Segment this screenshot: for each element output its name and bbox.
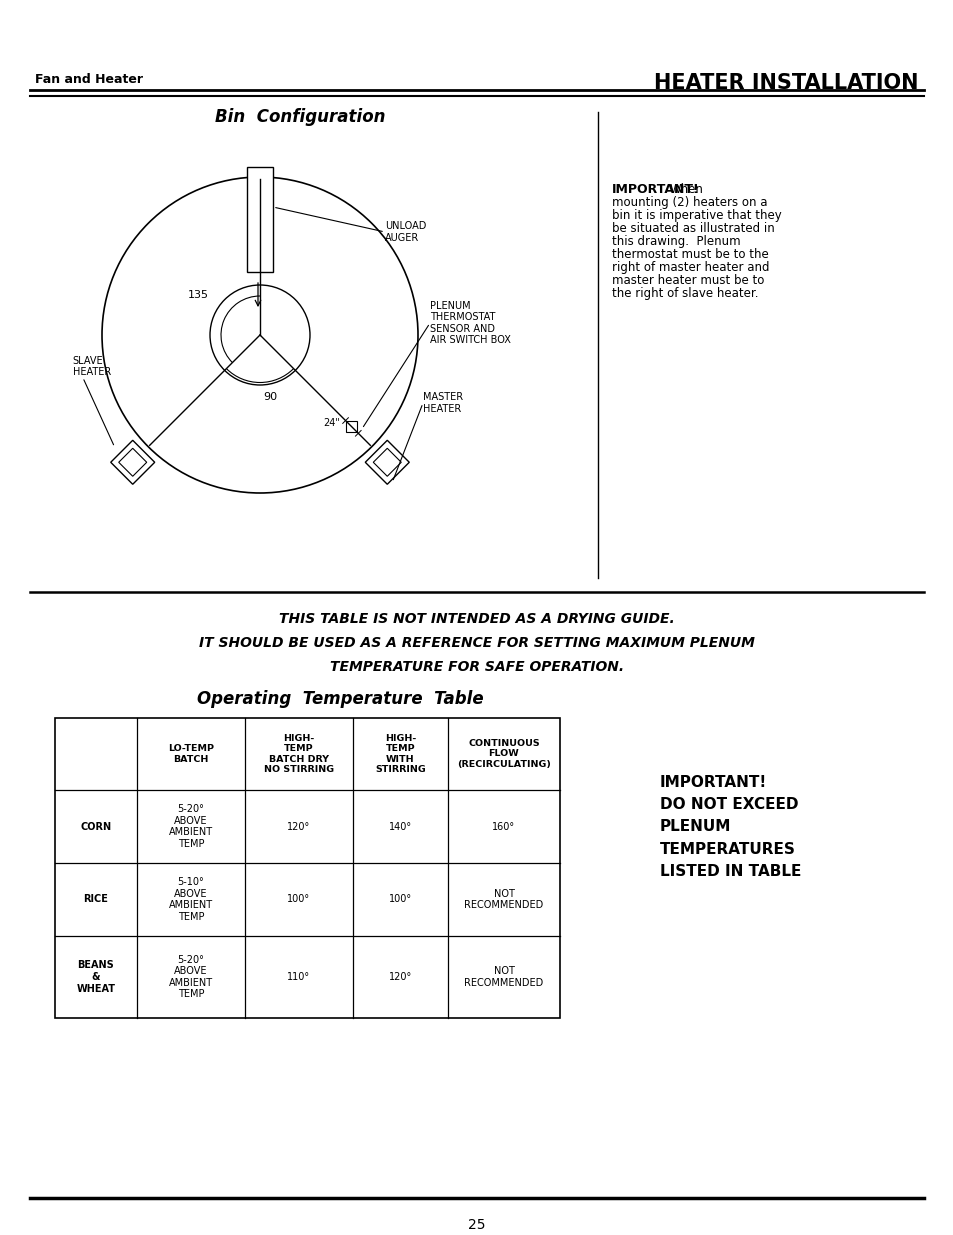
Text: IT SHOULD BE USED AS A REFERENCE FOR SETTING MAXIMUM PLENUM: IT SHOULD BE USED AS A REFERENCE FOR SET… — [199, 636, 754, 650]
Text: master heater must be to: master heater must be to — [612, 274, 763, 287]
Text: Bin  Configuration: Bin Configuration — [214, 107, 385, 126]
Text: 110°: 110° — [287, 972, 311, 982]
Text: HIGH-
TEMP
WITH
STIRRING: HIGH- TEMP WITH STIRRING — [375, 734, 425, 774]
Text: Operating  Temperature  Table: Operating Temperature Table — [196, 690, 483, 708]
Text: CONTINUOUS
FLOW
(RECIRCULATING): CONTINUOUS FLOW (RECIRCULATING) — [456, 739, 551, 769]
Text: BEANS
&
WHEAT: BEANS & WHEAT — [76, 961, 115, 994]
Text: 5-20°
ABOVE
AMBIENT
TEMP: 5-20° ABOVE AMBIENT TEMP — [169, 955, 213, 999]
Bar — [346, 421, 357, 432]
Text: 90: 90 — [263, 391, 276, 403]
Polygon shape — [373, 448, 401, 477]
Text: HEATER INSTALLATION: HEATER INSTALLATION — [654, 73, 918, 93]
Text: 25: 25 — [468, 1218, 485, 1233]
Text: 120°: 120° — [287, 821, 311, 831]
Bar — [247, 167, 273, 272]
Text: 24": 24" — [323, 417, 340, 427]
Text: 140°: 140° — [389, 821, 412, 831]
Polygon shape — [365, 441, 409, 484]
Text: right of master heater and: right of master heater and — [612, 261, 769, 274]
Text: MASTER
HEATER: MASTER HEATER — [422, 393, 462, 414]
Text: UNLOAD
AUGER: UNLOAD AUGER — [385, 221, 426, 243]
Text: TEMPERATURE FOR SAFE OPERATION.: TEMPERATURE FOR SAFE OPERATION. — [330, 659, 623, 674]
Text: HIGH-
TEMP
BATCH DRY
NO STIRRING: HIGH- TEMP BATCH DRY NO STIRRING — [264, 734, 334, 774]
Text: 135: 135 — [188, 290, 209, 300]
Text: 160°: 160° — [492, 821, 515, 831]
Text: be situated as illustrated in: be situated as illustrated in — [612, 222, 774, 235]
Text: the right of slave heater.: the right of slave heater. — [612, 287, 758, 300]
Polygon shape — [111, 441, 154, 484]
Text: RICE: RICE — [84, 894, 109, 904]
Text: IMPORTANT!: IMPORTANT! — [612, 183, 699, 196]
Text: 100°: 100° — [287, 894, 311, 904]
Text: IMPORTANT!
DO NOT EXCEED
PLENUM
TEMPERATURES
LISTED IN TABLE: IMPORTANT! DO NOT EXCEED PLENUM TEMPERAT… — [659, 776, 801, 879]
Text: SLAVE
HEATER: SLAVE HEATER — [72, 356, 111, 377]
Bar — [55, 718, 559, 1018]
Text: thermostat must be to the: thermostat must be to the — [612, 248, 768, 261]
Text: this drawing.  Plenum: this drawing. Plenum — [612, 235, 740, 248]
Text: CORN: CORN — [80, 821, 112, 831]
Text: 5-20°
ABOVE
AMBIENT
TEMP: 5-20° ABOVE AMBIENT TEMP — [169, 804, 213, 848]
Text: NOT
RECOMMENDED: NOT RECOMMENDED — [464, 966, 543, 988]
Text: bin it is imperative that they: bin it is imperative that they — [612, 209, 781, 222]
Text: mounting (2) heaters on a: mounting (2) heaters on a — [612, 196, 767, 209]
Text: PLENUM
THERMOSTAT
SENSOR AND
AIR SWITCH BOX: PLENUM THERMOSTAT SENSOR AND AIR SWITCH … — [430, 300, 511, 346]
Text: NOT
RECOMMENDED: NOT RECOMMENDED — [464, 889, 543, 910]
Text: When: When — [669, 183, 703, 196]
Text: LO-TEMP
BATCH: LO-TEMP BATCH — [168, 745, 213, 763]
Text: Fan and Heater: Fan and Heater — [35, 73, 143, 86]
Text: 100°: 100° — [389, 894, 412, 904]
Text: 5-10°
ABOVE
AMBIENT
TEMP: 5-10° ABOVE AMBIENT TEMP — [169, 877, 213, 921]
Text: THIS TABLE IS NOT INTENDED AS A DRYING GUIDE.: THIS TABLE IS NOT INTENDED AS A DRYING G… — [279, 613, 674, 626]
Text: 120°: 120° — [389, 972, 412, 982]
Polygon shape — [118, 448, 147, 477]
